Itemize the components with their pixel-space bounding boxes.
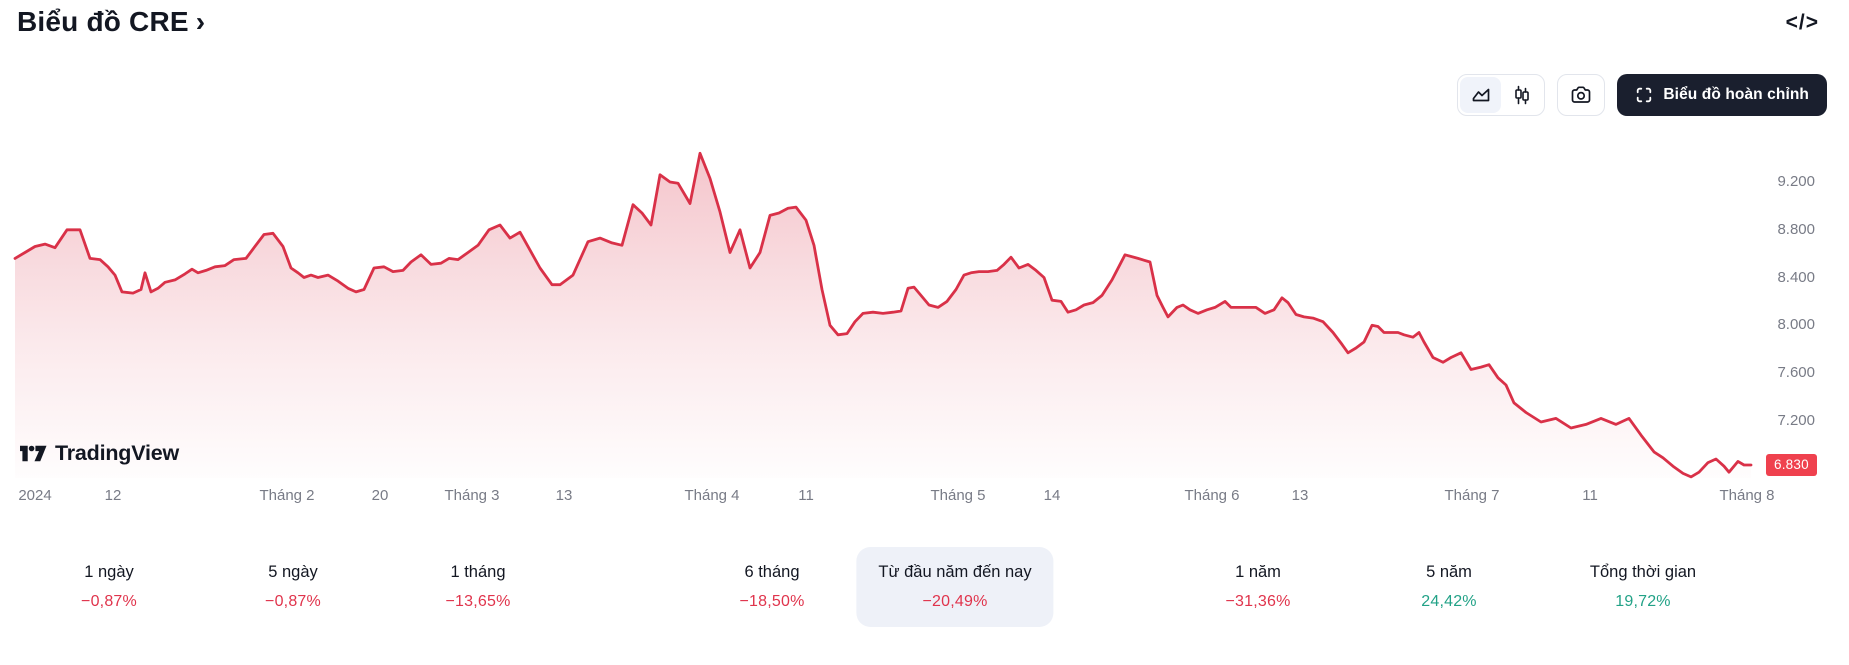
area-chart-icon	[1472, 88, 1490, 102]
range-button-6m[interactable]: 6 tháng −18,50%	[717, 547, 826, 627]
y-axis-label: 7.600	[1777, 364, 1815, 382]
range-change-value: −13,65%	[445, 593, 511, 610]
last-price-badge: 6.830	[1766, 454, 1817, 476]
range-button-all[interactable]: Tổng thời gian 19,72%	[1568, 547, 1718, 627]
camera-icon	[1572, 86, 1591, 103]
candlestick-icon	[1515, 85, 1529, 105]
candlestick-chart-type-button[interactable]	[1501, 77, 1542, 113]
range-button-5d[interactable]: 5 ngày −0,87%	[243, 547, 343, 627]
x-axis-label: Tháng 2	[259, 487, 315, 504]
page-title-text: Biểu đồ CRE	[17, 6, 189, 37]
y-axis-label: 8.000	[1777, 316, 1815, 334]
price-line	[13, 151, 1753, 479]
x-axis-label: 13	[555, 487, 573, 504]
range-button-5y[interactable]: 5 năm 24,42%	[1399, 547, 1498, 627]
full-chart-button[interactable]: Biểu đồ hoàn chỉnh	[1617, 74, 1827, 116]
snapshot-button[interactable]	[1557, 74, 1606, 116]
range-label: 5 năm	[1426, 563, 1472, 581]
range-label: 1 năm	[1235, 563, 1281, 581]
range-change-value: −31,36%	[1225, 593, 1291, 610]
range-label: 1 tháng	[450, 563, 506, 581]
fullscreen-icon	[1637, 87, 1652, 103]
x-axis-label: 14	[1043, 487, 1061, 504]
range-change-value: −0,87%	[81, 593, 137, 610]
range-label: 1 ngày	[84, 563, 134, 581]
range-change-value: −20,49%	[922, 593, 988, 610]
x-axis-label: Tháng 5	[930, 487, 986, 504]
page-title[interactable]: Biểu đồ CRE ›	[17, 6, 205, 38]
range-label: Tổng thời gian	[1589, 563, 1697, 581]
tradingview-logo-text: TradingView	[55, 441, 180, 465]
x-axis-label: Tháng 6	[1184, 487, 1240, 504]
area-chart-type-button[interactable]	[1460, 77, 1502, 113]
range-label: 5 ngày	[268, 563, 318, 581]
range-button-1y[interactable]: 1 năm −31,36%	[1203, 547, 1312, 627]
x-axis-label: 13	[1291, 487, 1309, 504]
x-axis-label: 12	[104, 487, 122, 504]
tradingview-logo-icon	[20, 445, 47, 462]
x-axis-label: 2024	[18, 487, 52, 504]
area-fill	[15, 153, 1751, 479]
x-axis-label: 11	[798, 487, 814, 504]
x-axis-label: 11	[1582, 487, 1598, 504]
range-button-1d[interactable]: 1 ngày −0,87%	[59, 547, 159, 627]
range-change-value: 24,42%	[1421, 593, 1477, 610]
range-button-ytd[interactable]: Từ đầu năm đến nay −20,49%	[856, 547, 1054, 627]
x-axis-label: Tháng 7	[1444, 487, 1500, 504]
x-axis-label: 20	[371, 487, 389, 504]
range-label: Từ đầu năm đến nay	[878, 563, 1032, 581]
title-chevron-icon: ›	[195, 6, 206, 37]
full-chart-button-label: Biểu đồ hoàn chỉnh	[1663, 86, 1809, 103]
y-axis-label: 8.400	[1777, 268, 1815, 286]
y-axis-label: 8.800	[1777, 220, 1815, 238]
x-axis-label: Tháng 3	[444, 487, 500, 504]
x-axis-label: Tháng 8	[1719, 487, 1775, 504]
embed-code-icon[interactable]: </>	[1785, 11, 1819, 34]
range-change-value: −0,87%	[265, 593, 321, 610]
x-axis-label: Tháng 4	[684, 487, 740, 504]
range-label: 6 tháng	[744, 563, 800, 581]
y-axis-label: 7.200	[1777, 411, 1815, 429]
range-button-1m[interactable]: 1 tháng −13,65%	[423, 547, 532, 627]
chart-toolbar: Biểu đồ hoàn chỉnh	[1457, 74, 1827, 116]
tradingview-attribution[interactable]: TradingView	[20, 441, 179, 466]
range-change-value: 19,72%	[1615, 593, 1671, 610]
y-axis-label: 9.200	[1777, 173, 1815, 190]
range-change-value: −18,50%	[739, 593, 805, 610]
chart-type-toggle	[1457, 74, 1546, 116]
